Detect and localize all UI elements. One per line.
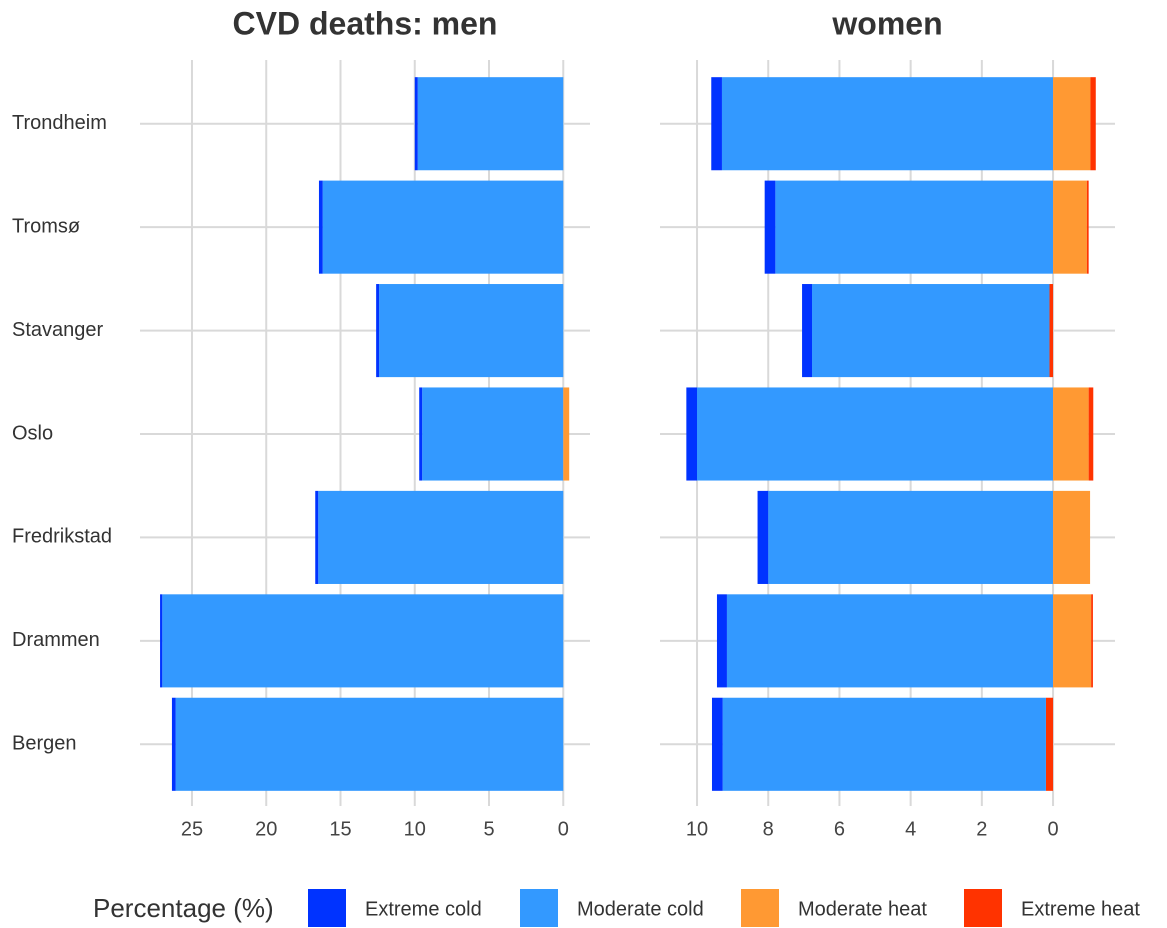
y-tick-label: Oslo	[12, 422, 53, 444]
legend-key	[741, 889, 779, 927]
y-tick-label: Trondheim	[12, 112, 107, 134]
bar	[1053, 594, 1092, 688]
bar	[160, 594, 163, 688]
bar	[315, 490, 319, 584]
bar	[563, 387, 570, 481]
bar	[318, 490, 564, 584]
y-tick-label: Fredrikstad	[12, 526, 112, 548]
legend-label: Extreme cold	[365, 898, 482, 920]
bar	[171, 697, 176, 791]
bar	[757, 490, 769, 584]
legend-label: Moderate heat	[798, 898, 927, 920]
legend-key	[308, 889, 346, 927]
panel-title: CVD deaths: men	[233, 5, 498, 41]
bar	[722, 697, 1046, 791]
bar	[1086, 180, 1089, 274]
y-tick-label: Stavanger	[12, 319, 104, 341]
bar	[1053, 490, 1091, 584]
x-tick-label: 10	[404, 818, 426, 840]
bar	[322, 180, 564, 274]
bar	[162, 594, 564, 688]
bar	[726, 594, 1054, 688]
x-tick-label: 4	[905, 818, 916, 840]
bar	[768, 490, 1054, 584]
bar	[419, 387, 423, 481]
bar	[686, 387, 698, 481]
legend-label: Moderate cold	[577, 898, 704, 920]
x-tick-label: 2	[976, 818, 987, 840]
x-tick-label: 8	[763, 818, 774, 840]
x-tick-label: 0	[1047, 818, 1058, 840]
y-tick-label: Drammen	[12, 629, 100, 651]
legend-key	[964, 889, 1002, 927]
legend-key	[520, 889, 558, 927]
bar	[417, 77, 564, 171]
legend-title: Percentage (%)	[93, 893, 274, 923]
bar	[1053, 77, 1091, 171]
bar	[764, 180, 776, 274]
bar	[1088, 387, 1094, 481]
bar	[422, 387, 564, 481]
bar	[1053, 387, 1089, 481]
legend-label: Extreme heat	[1021, 898, 1140, 920]
bar	[1091, 594, 1093, 688]
y-tick-label: Bergen	[12, 733, 77, 755]
bar	[716, 594, 727, 688]
bar	[376, 284, 380, 378]
bar	[1090, 77, 1096, 171]
y-tick-label: Tromsø	[12, 215, 80, 237]
bar	[1045, 697, 1054, 791]
bar	[1053, 180, 1087, 274]
bar	[711, 77, 722, 171]
bar	[711, 697, 723, 791]
x-tick-label: 0	[558, 818, 569, 840]
bar	[318, 180, 323, 274]
bar	[414, 77, 418, 171]
bar	[802, 284, 813, 378]
x-tick-label: 15	[329, 818, 351, 840]
bar	[1049, 284, 1054, 378]
bar	[775, 180, 1054, 274]
x-tick-label: 25	[181, 818, 203, 840]
bar	[697, 387, 1054, 481]
panel-title: women	[831, 5, 942, 41]
bar	[379, 284, 564, 378]
x-tick-label: 20	[255, 818, 277, 840]
x-tick-label: 5	[483, 818, 494, 840]
bar	[175, 697, 564, 791]
x-tick-label: 10	[686, 818, 708, 840]
x-tick-label: 6	[834, 818, 845, 840]
bar	[812, 284, 1050, 378]
bar	[721, 77, 1054, 171]
